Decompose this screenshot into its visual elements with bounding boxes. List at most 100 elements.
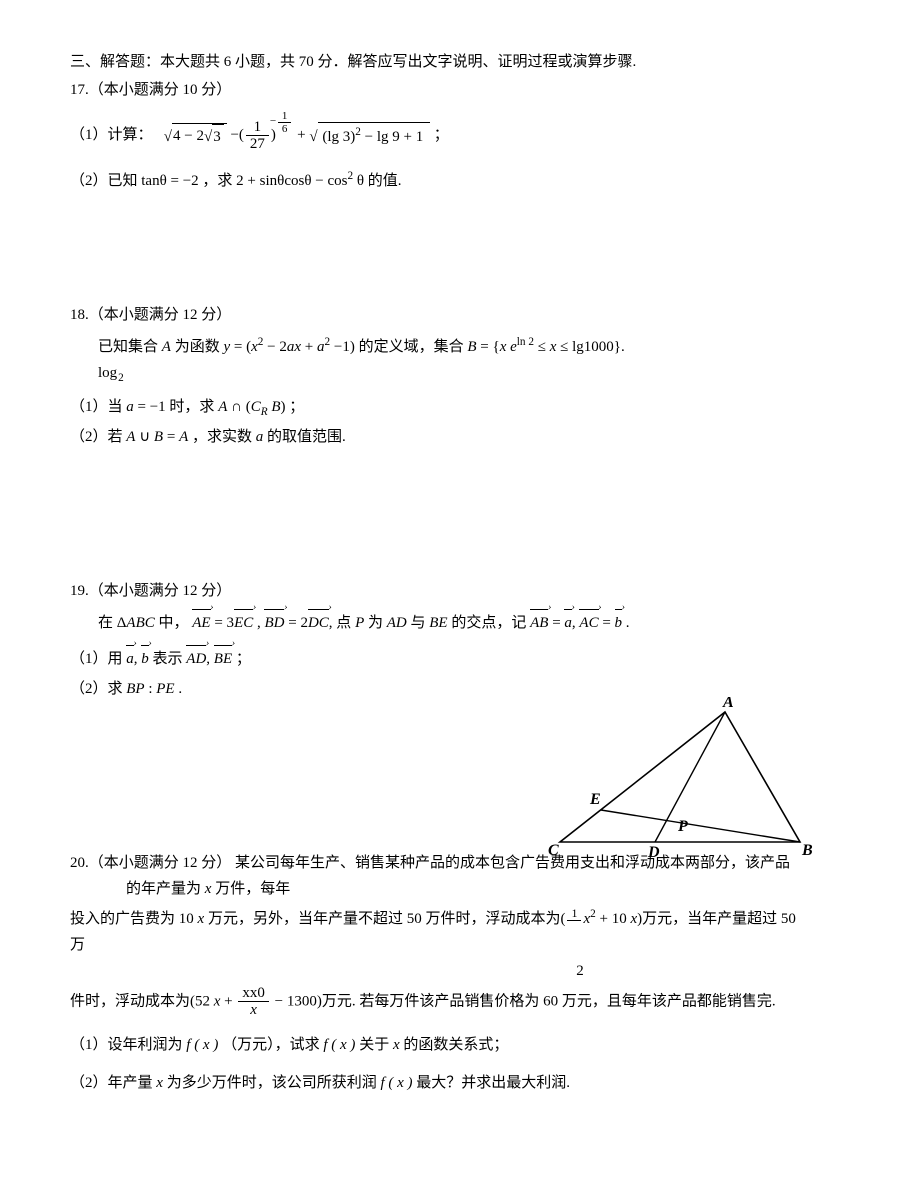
q19-part1: （1）用 a, b 表示 AD, BE ； [70, 645, 850, 671]
vec-BE2: BE [214, 645, 232, 671]
lbl-D: D [647, 844, 660, 861]
t: 为 [364, 615, 387, 631]
px: ( x ) [328, 1037, 356, 1053]
eq: = [163, 429, 179, 445]
t: ) ； [281, 399, 305, 415]
num: xx0 [238, 985, 269, 1003]
px: ( x ) [190, 1037, 218, 1053]
radical-1b: √3 [204, 124, 224, 149]
t: = [599, 615, 615, 631]
lbl-E: E [589, 791, 601, 808]
ax: ax [287, 339, 301, 355]
t: − 1300)万元. 若每万件该产品销售价格为 60 万元，且每年该产品都能销售… [271, 993, 776, 1009]
lg3: (lg 3) [322, 129, 355, 145]
t: 的函数关系式； [400, 1037, 509, 1053]
t: ，求实数 [188, 429, 256, 445]
vec-AC: AC [579, 609, 598, 635]
x: x [156, 1075, 163, 1091]
q18-part2: （2）若 A ∪ B = A ，求实数 a 的取值范围. [70, 425, 850, 449]
t: （1）设年利润为 [70, 1037, 186, 1053]
t: 表示 [149, 651, 187, 667]
rad1-b: 3 [212, 124, 224, 149]
t: , 点 [329, 615, 355, 631]
lbl-C: C [548, 842, 559, 859]
t: ； [232, 651, 251, 667]
vec-AD: AD [186, 645, 206, 671]
t: = 2 [284, 615, 307, 631]
t: . [622, 615, 630, 631]
plus: + [220, 993, 236, 1009]
C: C [251, 399, 261, 415]
t: 在 Δ [98, 615, 126, 631]
q18-head: 18.（本小题满分 12 分） [70, 303, 850, 327]
vec-BD: BD [264, 609, 284, 635]
q18-log2: log2 [70, 361, 850, 385]
P: P [355, 615, 364, 631]
x: x [251, 339, 258, 355]
t: 件时，浮动成本为(52 [70, 993, 214, 1009]
B: B [154, 429, 163, 445]
t: = 3 [211, 615, 234, 631]
question-19: 19.（本小题满分 12 分） 在 ΔABC 中， AE = 3EC , BD … [70, 579, 850, 701]
q17-head: 17.（本小题满分 10 分） [70, 78, 850, 102]
A2: A [179, 429, 188, 445]
lbl-P: P [677, 818, 688, 835]
plus: + [297, 127, 305, 143]
t: （万元），试求 [218, 1037, 323, 1053]
t: 的年产量为 [126, 881, 205, 897]
vec-DC: DC [308, 609, 329, 635]
x: x [393, 1037, 400, 1053]
BP: BP [126, 681, 144, 697]
log: log [98, 365, 117, 381]
t: . [175, 681, 183, 697]
vec-a: a [564, 609, 572, 635]
t: − 2 [263, 339, 286, 355]
vec-AE: AE [192, 609, 210, 635]
t: 最大？并求出最大利润. [413, 1075, 571, 1091]
t: （1）当 [70, 399, 126, 415]
lg9: − lg 9 + 1 [361, 129, 423, 145]
t: 中， [155, 615, 189, 631]
A: A [218, 399, 227, 415]
semi: ； [434, 127, 449, 143]
radical-2: √ (lg 3)2 − lg 9 + 1 [309, 122, 430, 149]
q20-lone-2: 2 [70, 959, 630, 983]
t: 与 [407, 615, 430, 631]
q17-part2: （2）已知 tanθ = −2 ，求 2 + sinθcosθ − cos2 θ… [70, 167, 850, 193]
t: ∩ ( [227, 399, 250, 415]
t: 已知集合 [98, 339, 162, 355]
frac-num: 1 [246, 119, 269, 137]
BE: BE [429, 615, 447, 631]
frac-1-27: 127 [246, 119, 269, 153]
px: ( x ) [385, 1075, 413, 1091]
t: 万元，另外，当年产量不超过 50 万件时，浮动成本为( [204, 911, 565, 927]
t: , [253, 615, 264, 631]
vec-b2: b [141, 645, 149, 671]
t: = [548, 615, 564, 631]
t: −1) 的定义域，集合 [330, 339, 467, 355]
minus-open: −( [230, 127, 243, 143]
t: )万元，当年产量超过 50 [637, 911, 796, 927]
cup: ∪ [135, 429, 153, 445]
section-title: 三、解答题：本大题共 6 小题，共 70 分．解答应写出文字说明、证明过程或演算… [70, 50, 850, 74]
vec-a2: a [126, 645, 134, 671]
t: = −1 时，求 [134, 399, 218, 415]
half-frac: 1 [567, 907, 581, 921]
lbl-A: A [722, 697, 734, 711]
q18-body: 已知集合 A 为函数 y = (x2 − 2ax + a2 −1) 的定义域，集… [70, 333, 850, 359]
q19-head: 19.（本小题满分 12 分） [70, 579, 850, 603]
rad1-a: 4 − 2 [173, 128, 204, 144]
q18-part1: （1）当 a = −1 时，求 A ∩ (CR B) ； [70, 395, 850, 419]
t: 投入的广告费为 10 [70, 911, 198, 927]
exp-num: 1 [278, 110, 292, 123]
two: 2 [576, 959, 584, 983]
exp-frac: 16 [278, 110, 292, 135]
vec-b: b [615, 609, 623, 635]
t: + 10 [596, 911, 631, 927]
t: = { [477, 339, 500, 355]
xx0-frac: xx0x [238, 985, 269, 1019]
question-18: 18.（本小题满分 12 分） 已知集合 A 为函数 y = (x2 − 2ax… [70, 303, 850, 449]
q20-line3: 件时，浮动成本为(52 x + xx0x − 1300)万元. 若每万件该产品销… [70, 985, 850, 1019]
q19-body: 在 ΔABC 中， AE = 3EC , BD = 2DC, 点 P 为 AD … [70, 609, 850, 635]
q17-p2-suffix: θ 的值. [353, 173, 401, 189]
